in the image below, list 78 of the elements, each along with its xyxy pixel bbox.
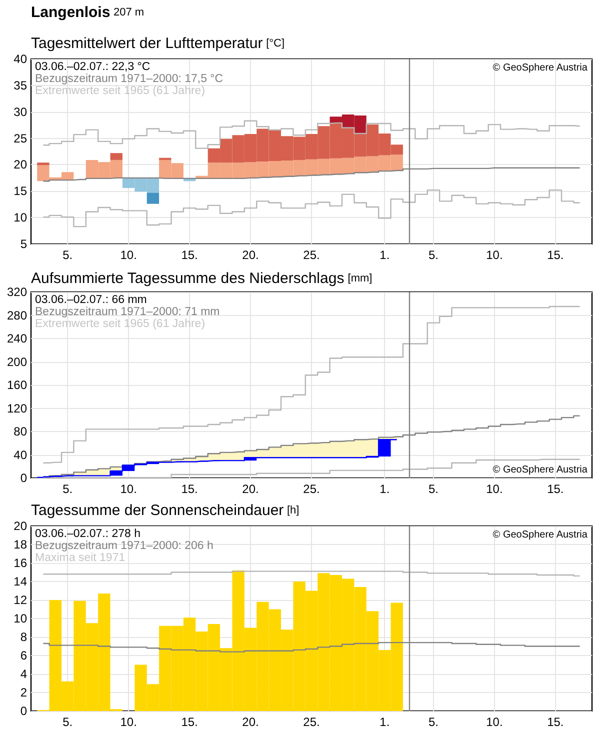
y-tick-label: 25 — [14, 131, 28, 146]
x-tick-label: 10. — [120, 715, 137, 729]
annotation: Bezugszeitraum 1971–2000: 17,5 °C — [35, 73, 224, 85]
y-tick-label: 20 — [14, 158, 28, 172]
x-tick-label: 1. — [380, 715, 390, 729]
x-tick-label: 5. — [62, 715, 73, 729]
x-tick-label: 5. — [428, 248, 438, 262]
bar — [146, 192, 160, 204]
y-tick-label: 120 — [6, 401, 28, 416]
annotation: Bezugszeitraum 1971–2000: 71 mm — [35, 306, 220, 318]
annotation: Extremwerte seit 1965 (61 Jahre) — [35, 318, 206, 330]
y-tick-label: 5 — [20, 237, 28, 251]
annotation: © GeoSphere Austria — [492, 62, 588, 74]
y-tick-label: 35 — [14, 78, 28, 92]
annotation: 03.06.–02.07.: 22,3 °C — [35, 61, 150, 73]
y-axis-title: [mm] — [348, 272, 372, 284]
x-tick-label: 20. — [242, 248, 259, 262]
annotation: Bezugszeitraum 1971–2000: 206 h — [35, 540, 214, 552]
x-tick-label: 15. — [547, 248, 564, 262]
x-tick-label: 15. — [547, 715, 564, 729]
y-tick-label: 30 — [14, 104, 28, 119]
y-tick-label: 320 — [6, 285, 28, 299]
annotation: © GeoSphere Austria — [492, 464, 588, 476]
x-tick-label: 25. — [303, 715, 320, 729]
x-tick-label: 10. — [120, 482, 137, 496]
x-tick-label: 5. — [62, 248, 73, 262]
chart-title: Tagesmittelwert der Lufttemperatur — [31, 35, 263, 52]
annotation: 03.06.–02.07.: 66 mm — [35, 294, 147, 306]
x-tick-label: 5. — [428, 482, 438, 496]
y-tick-label: 20 — [14, 519, 28, 533]
y-axis-title: [h] — [286, 504, 300, 516]
annotation: 03.06.–02.07.: 278 h — [35, 528, 141, 540]
y-tick-label: 15 — [14, 184, 28, 198]
x-tick-label: 10. — [486, 715, 503, 729]
y-tick-label: 0 — [20, 471, 28, 485]
x-tick-label: 15. — [547, 482, 564, 496]
x-tick-label: 1. — [380, 248, 390, 262]
x-tick-label: 20. — [242, 482, 259, 496]
text: 207 m — [114, 6, 144, 18]
x-tick-label: 20. — [242, 715, 259, 729]
x-tick-label: 1. — [380, 482, 390, 496]
x-tick-label: 15. — [181, 248, 198, 262]
annotation: Maxima seit 1971 — [35, 552, 126, 564]
y-tick-label: 280 — [6, 308, 28, 322]
x-tick-label: 10. — [486, 482, 503, 496]
x-tick-label: 25. — [303, 482, 320, 496]
y-tick-label: 18 — [14, 538, 28, 552]
y-tick-label: 12 — [14, 593, 28, 607]
chart-title: Tagessumme der Sonnenscheindauer — [31, 502, 284, 519]
x-tick-label: 10. — [120, 248, 137, 262]
y-tick-label: 2 — [20, 686, 28, 700]
bar — [37, 162, 50, 166]
y-tick-label: 8 — [20, 630, 28, 644]
text: Langenlois — [31, 4, 110, 21]
y-axis-title: [°C] — [266, 38, 285, 50]
y-tick-label: 14 — [14, 574, 28, 588]
y-tick-label: 10 — [14, 210, 28, 225]
y-tick-label: 240 — [6, 332, 28, 346]
x-tick-label: 5. — [62, 482, 73, 496]
x-tick-label: 15. — [181, 482, 198, 496]
y-tick-label: 0 — [20, 704, 28, 718]
bar — [110, 153, 122, 160]
x-tick-label: 10. — [486, 248, 503, 262]
y-tick-label: 80 — [14, 424, 28, 438]
y-tick-label: 6 — [20, 648, 28, 662]
chart-title: Aufsummierte Tagessumme des Niederschlags — [31, 270, 344, 287]
annotation: Extremwerte seit 1965 (61 Jahre) — [35, 85, 206, 97]
y-tick-label: 40 — [14, 448, 28, 462]
y-tick-label: 200 — [6, 354, 28, 369]
y-tick-label: 4 — [20, 667, 28, 681]
y-tick-label: 10 — [14, 612, 28, 626]
x-tick-label: 5. — [428, 715, 438, 729]
y-tick-label: 40 — [14, 52, 28, 66]
x-tick-label: 25. — [303, 248, 320, 262]
x-tick-label: 15. — [181, 715, 198, 729]
annotation: © GeoSphere Austria — [492, 530, 588, 540]
y-tick-label: 160 — [6, 378, 28, 392]
y-tick-label: 16 — [14, 556, 28, 570]
